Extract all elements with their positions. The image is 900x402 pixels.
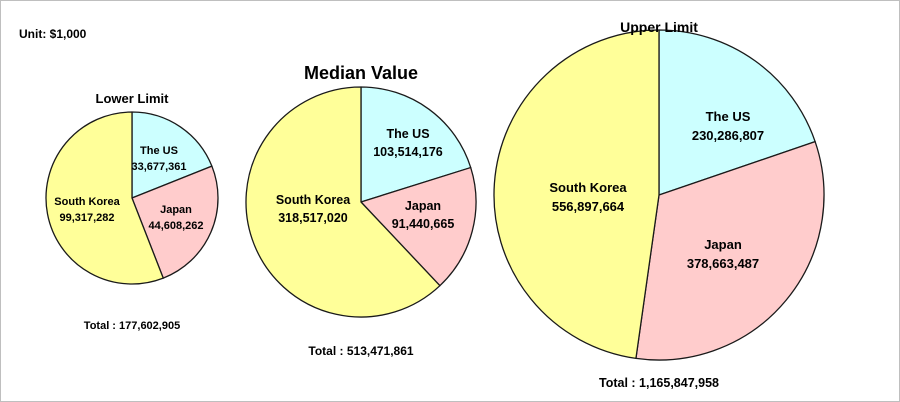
slice-label-lower-limit-japan: Japan bbox=[160, 204, 192, 216]
pie-title-upper-limit: Upper Limit bbox=[620, 19, 698, 35]
slice-label-upper-limit-the-us: The US bbox=[706, 109, 751, 124]
slice-value-upper-limit-japan: 378,663,487 bbox=[687, 256, 759, 271]
slice-upper-limit-japan bbox=[635, 140, 825, 361]
pie-total-median-value: Total : 513,471,861 bbox=[308, 344, 413, 358]
slice-value-upper-limit-the-us: 230,286,807 bbox=[692, 128, 764, 143]
slice-upper-limit-south-korea bbox=[493, 29, 660, 360]
slice-value-median-value-the-us: 103,514,176 bbox=[373, 145, 443, 159]
slice-label-median-value-south-korea: South Korea bbox=[276, 193, 351, 207]
slice-value-lower-limit-the-us: 33,677,361 bbox=[131, 161, 186, 173]
pie-group: Lower Limit The US 33,677,361 Japan 44,608,2… bbox=[45, 19, 825, 390]
pie-median-value: Median Value The US 103,514,176 Japan 91,440… bbox=[245, 63, 477, 358]
unit-label: Unit: $1,000 bbox=[19, 27, 87, 41]
slice-label-lower-limit-south-korea: South Korea bbox=[54, 196, 120, 208]
slice-upper-limit-the-us bbox=[658, 29, 816, 196]
pie-total-lower-limit: Total : 177,602,905 bbox=[84, 320, 180, 332]
pie-title-lower-limit: Lower Limit bbox=[96, 91, 170, 106]
slice-value-median-value-japan: 91,440,665 bbox=[392, 217, 455, 231]
pie-total-upper-limit: Total : 1,165,847,958 bbox=[599, 376, 719, 390]
slice-label-median-value-japan: Japan bbox=[405, 199, 441, 213]
slice-median-value-south-korea bbox=[245, 86, 441, 318]
pie-upper-limit: Upper Limit The US 230,286,807 Japan 378,663… bbox=[493, 19, 825, 390]
pie-title-median-value: Median Value bbox=[304, 63, 418, 83]
slice-label-lower-limit-the-us: The US bbox=[140, 145, 178, 157]
slice-value-median-value-south-korea: 318,517,020 bbox=[278, 211, 348, 225]
slice-median-value-the-us bbox=[360, 86, 472, 203]
slice-lower-limit-japan bbox=[131, 165, 219, 279]
slice-median-value-japan bbox=[360, 166, 477, 287]
slice-value-lower-limit-japan: 44,608,262 bbox=[148, 220, 203, 232]
slice-value-lower-limit-south-korea: 99,317,282 bbox=[59, 212, 114, 224]
slice-value-upper-limit-south-korea: 556,897,664 bbox=[552, 199, 625, 214]
slice-lower-limit-the-us bbox=[131, 111, 213, 199]
pie-lower-limit: Lower Limit The US 33,677,361 Japan 44,608,2… bbox=[45, 91, 219, 332]
slice-lower-limit-south-korea bbox=[45, 111, 164, 285]
slice-label-upper-limit-south-korea: South Korea bbox=[549, 180, 627, 195]
slice-label-median-value-the-us: The US bbox=[386, 127, 429, 141]
slice-label-upper-limit-japan: Japan bbox=[704, 237, 742, 252]
